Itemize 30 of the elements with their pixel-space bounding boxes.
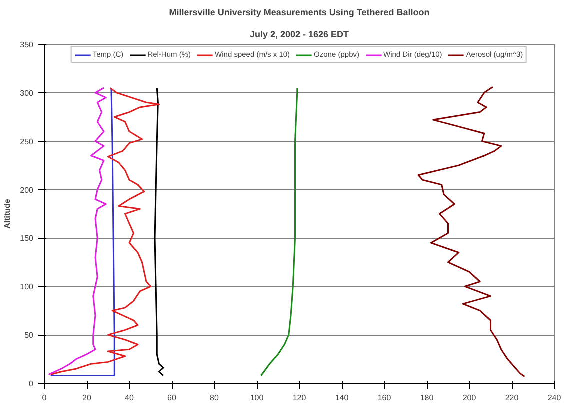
y-tick-label: 100 bbox=[20, 282, 34, 292]
y-tick-label: 200 bbox=[20, 186, 34, 195]
y-tick-label: 0 bbox=[29, 380, 34, 388]
line-series bbox=[50, 87, 160, 376]
x-tick-label: 180 bbox=[420, 394, 434, 402]
y-axis-title: Altitude bbox=[3, 198, 12, 229]
chart-title: Millersville University Measurements Using Tethered Balloon bbox=[169, 8, 430, 18]
x-tick-label: 100 bbox=[250, 394, 264, 402]
x-tick-label: 160 bbox=[378, 394, 392, 402]
x-tick-label: 220 bbox=[505, 394, 520, 402]
line-series bbox=[50, 87, 116, 376]
x-tick-label: 40 bbox=[125, 394, 134, 402]
x-tick-label: 0 bbox=[42, 394, 48, 402]
chart-subtitle: July 2, 2002 - 1626 EDT bbox=[250, 30, 350, 40]
x-tick-label: 60 bbox=[168, 394, 177, 402]
x-tick-label: 200 bbox=[462, 394, 477, 402]
line-series bbox=[260, 87, 298, 376]
line-series bbox=[418, 86, 526, 378]
x-tick-label: 80 bbox=[210, 394, 220, 402]
y-tick-label: 150 bbox=[20, 234, 34, 244]
x-tick-label: 140 bbox=[335, 394, 350, 402]
y-tick-label: 250 bbox=[20, 137, 34, 146]
line-series bbox=[154, 87, 164, 376]
y-tick-label: 50 bbox=[24, 331, 34, 340]
y-tick-label: 300 bbox=[20, 88, 34, 98]
x-tick-label: 120 bbox=[292, 394, 307, 402]
x-tick-label: 20 bbox=[82, 394, 92, 402]
y-tick-label: 350 bbox=[20, 40, 34, 50]
line-series bbox=[48, 87, 107, 376]
x-tick-label: 240 bbox=[548, 394, 562, 402]
